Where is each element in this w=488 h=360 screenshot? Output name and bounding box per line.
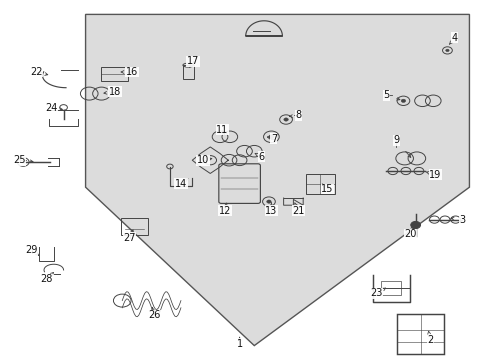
Text: 27: 27 [123, 233, 136, 243]
Text: 9: 9 [392, 135, 398, 145]
Text: 22: 22 [30, 67, 43, 77]
Circle shape [283, 118, 288, 121]
Text: 11: 11 [216, 125, 228, 135]
Text: 25: 25 [13, 155, 26, 165]
Text: 4: 4 [451, 33, 457, 43]
Text: 26: 26 [147, 310, 160, 320]
Text: 3: 3 [458, 215, 464, 225]
Text: 19: 19 [428, 170, 441, 180]
Circle shape [445, 49, 448, 51]
Text: 23: 23 [369, 288, 382, 298]
Circle shape [266, 200, 271, 203]
Text: 20: 20 [404, 229, 416, 239]
Polygon shape [85, 14, 468, 346]
Circle shape [410, 221, 420, 229]
Bar [305, 174, 334, 194]
Text: 15: 15 [321, 184, 333, 194]
Text: 2: 2 [427, 335, 432, 345]
Text: 6: 6 [258, 152, 264, 162]
Text: 7: 7 [270, 134, 276, 144]
Text: 21: 21 [291, 206, 304, 216]
Text: 24: 24 [45, 103, 58, 113]
Text: 13: 13 [264, 206, 277, 216]
Bar [121, 218, 148, 235]
Text: 1: 1 [236, 339, 242, 349]
Bar [396, 314, 443, 354]
Bar [102, 67, 128, 81]
Bar [183, 65, 193, 79]
Text: 8: 8 [295, 110, 301, 120]
Bar [380, 281, 401, 295]
Text: 10: 10 [196, 155, 209, 165]
Text: 28: 28 [40, 274, 53, 284]
Text: 5: 5 [383, 90, 388, 100]
Circle shape [268, 135, 274, 139]
Text: 16: 16 [125, 67, 138, 77]
Text: 17: 17 [186, 56, 199, 66]
Text: 12: 12 [218, 206, 231, 216]
Circle shape [400, 99, 405, 103]
Text: 18: 18 [108, 87, 121, 97]
Text: 14: 14 [174, 179, 187, 189]
Text: 29: 29 [25, 245, 38, 255]
